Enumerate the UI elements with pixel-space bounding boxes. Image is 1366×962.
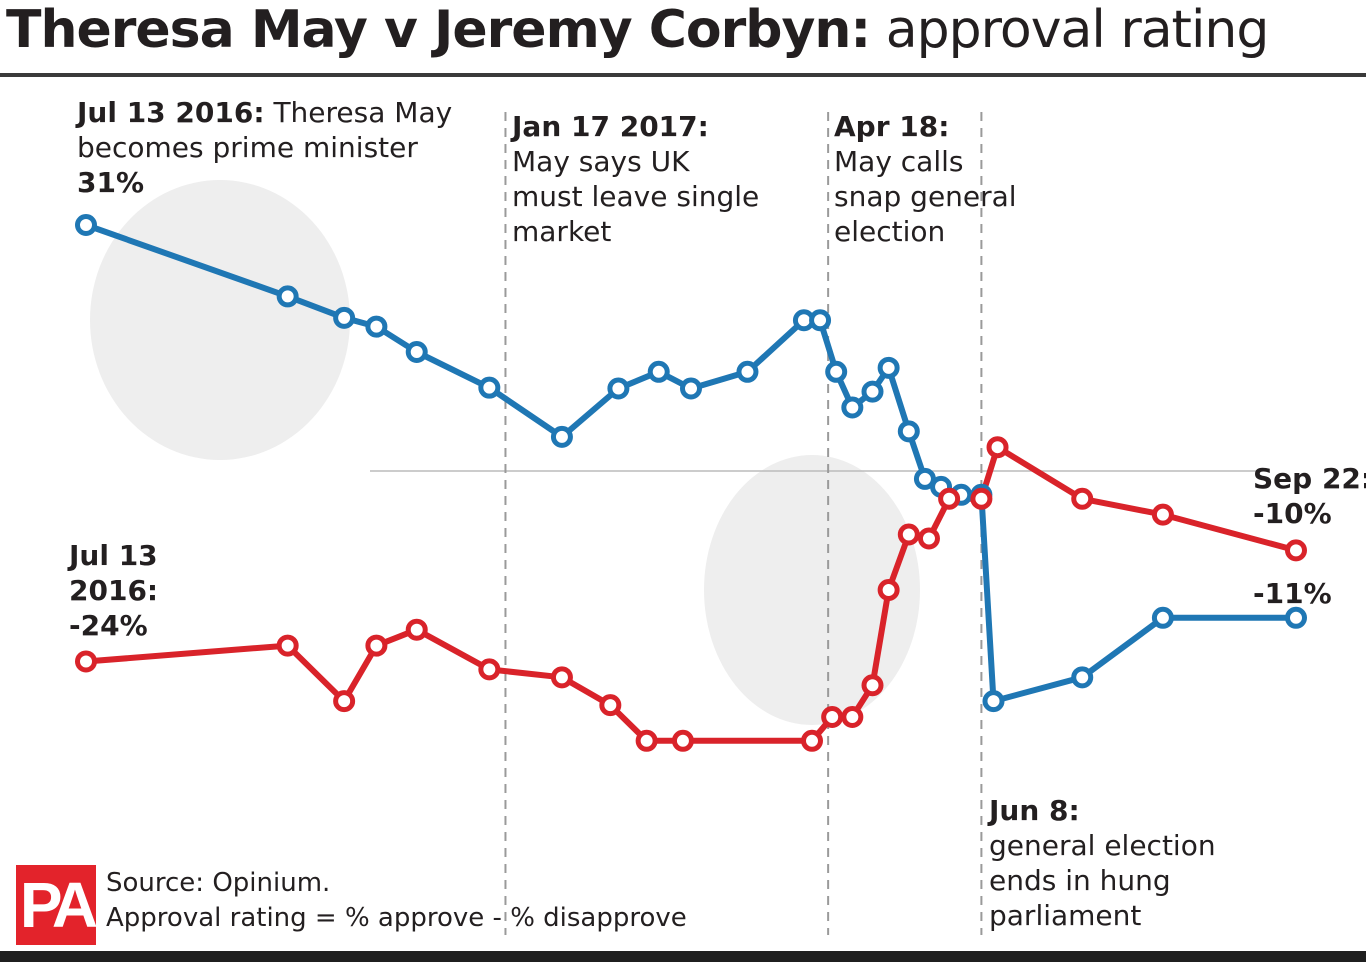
jan17-line: May says UK: [512, 145, 690, 178]
corbyn-data-point: [1071, 487, 1094, 510]
corbyn-data-point: [671, 729, 694, 752]
may-data-point: [333, 306, 356, 329]
may-data-point: [365, 315, 388, 338]
corbyn-data-point: [333, 690, 356, 713]
corbyn-data-point: [405, 618, 428, 641]
corbyn-data-point: [1285, 539, 1307, 562]
corbyn-data-point: [801, 729, 823, 752]
corbyn-data-point: [970, 487, 993, 510]
corbyn-series-line: [85, 444, 1297, 744]
corbyn-data-point: [917, 527, 940, 550]
jun8-date: Jun 8:: [989, 794, 1080, 827]
apr18-line: May calls: [834, 145, 964, 178]
sep22-corbyn-value: -10%: [1253, 497, 1332, 530]
apr18-date: Apr 18:: [834, 110, 950, 143]
annotation-jun8: Jun 8: general election ends in hung par…: [989, 793, 1216, 933]
may-data-point: [75, 214, 97, 236]
apr18-line: snap general: [834, 180, 1017, 213]
corbyn-data-point: [841, 706, 864, 728]
corbyn-data-point: [365, 634, 388, 657]
corbyn-start-line1: Jul 13: [69, 539, 158, 572]
source-line2: Approval rating = % approve - % disappro…: [106, 903, 687, 933]
corbyn-data-point: [1151, 503, 1174, 526]
may-data-point: [897, 420, 920, 443]
may-data-point: [1285, 606, 1307, 629]
may-data-point: [276, 285, 299, 308]
may-data-point: [1071, 666, 1094, 689]
bottom-divider: [0, 951, 1366, 962]
jan17-line: must leave single: [512, 180, 760, 213]
annotation-sep22-may: -11%: [1253, 576, 1332, 611]
corbyn-data-point: [897, 523, 920, 546]
may-data-point: [841, 396, 864, 419]
corbyn-start-value: -24%: [69, 609, 148, 642]
may-data-point: [647, 360, 670, 383]
title-light: approval rating: [885, 0, 1270, 60]
annotation-apr18: Apr 18: May calls snap general election: [834, 109, 1017, 249]
corbyn-photo: [704, 455, 920, 725]
title-divider: [0, 73, 1366, 77]
may-data-point: [736, 360, 759, 383]
title-bold: Theresa May v Jeremy Corbyn:: [6, 0, 871, 60]
may-data-point: [1151, 606, 1174, 629]
pa-logo: PA: [16, 865, 98, 945]
annotation-may-start: Jul 13 2016: Theresa May becomes prime m…: [77, 95, 452, 200]
may-data-point: [478, 376, 501, 399]
may-data-point: [680, 377, 702, 400]
may-start-text2: becomes prime minister: [77, 131, 418, 164]
corbyn-data-point: [550, 666, 573, 689]
may-data-point: [550, 425, 573, 448]
corbyn-data-point: [821, 706, 844, 728]
corbyn-data-point: [986, 436, 1009, 459]
corbyn-data-point: [938, 487, 961, 510]
page-title: Theresa May v Jeremy Corbyn: approval ra…: [6, 0, 1270, 62]
may-data-point: [607, 377, 630, 400]
corbyn-data-point: [276, 634, 299, 657]
source-line1: Source: Opinium.: [106, 868, 331, 898]
corbyn-data-point: [877, 579, 900, 602]
may-data-point: [982, 690, 1005, 713]
annotation-jan17: Jan 17 2017: May says UK must leave sing…: [512, 109, 759, 249]
corbyn-data-point: [635, 729, 658, 752]
may-photo: [90, 180, 350, 460]
may-start-date: Jul 13 2016:: [77, 96, 265, 129]
may-data-point: [861, 380, 884, 403]
corbyn-data-point: [599, 694, 622, 717]
may-data-point: [877, 356, 900, 379]
may-start-text1: Theresa May: [273, 96, 453, 129]
jan17-date: Jan 17 2017:: [512, 110, 709, 143]
annotation-sep22: Sep 22: -10%: [1253, 461, 1366, 531]
corbyn-data-point: [861, 674, 884, 697]
jan17-line: market: [512, 215, 612, 248]
may-data-point: [913, 467, 936, 490]
jun8-line: ends in hung: [989, 864, 1171, 897]
may-data-point: [825, 360, 848, 383]
may-data-point: [405, 340, 428, 363]
corbyn-start-line2: 2016:: [69, 574, 159, 607]
jun8-line: parliament: [989, 899, 1142, 932]
source-note: Source: Opinium. Approval rating = % app…: [106, 866, 687, 936]
may-start-value: 31%: [77, 166, 145, 199]
may-data-point: [809, 309, 832, 332]
corbyn-data-point: [478, 658, 501, 681]
annotation-corbyn-start: Jul 13 2016: -24%: [69, 538, 158, 643]
apr18-line: election: [834, 215, 946, 248]
sep22-may-value: -11%: [1253, 577, 1332, 610]
jun8-line: general election: [989, 829, 1216, 862]
corbyn-data-point: [75, 650, 97, 673]
sep22-date: Sep 22:: [1253, 462, 1366, 495]
